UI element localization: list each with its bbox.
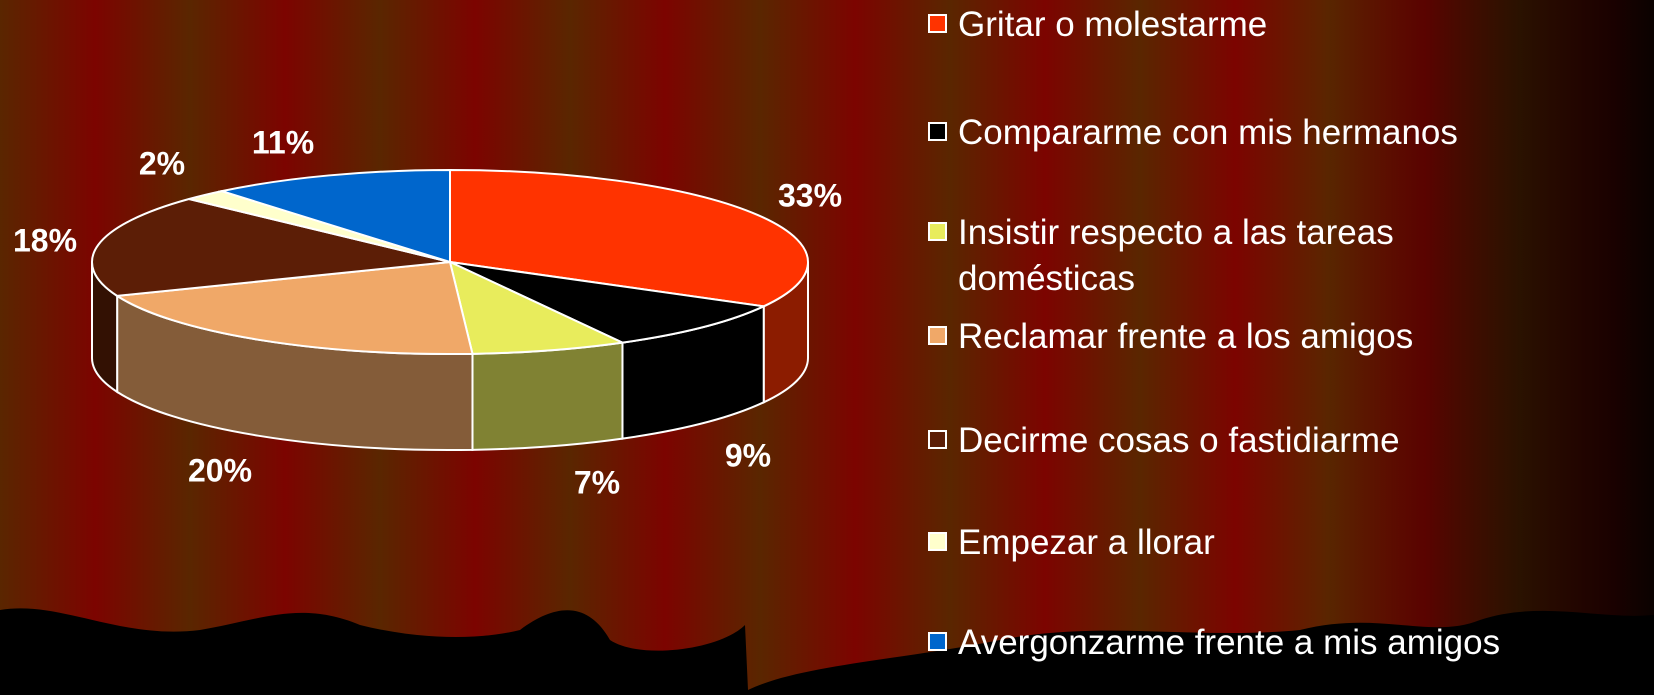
pie: 33% 9% 7% 20% 18% 2% 11% [13,124,842,500]
legend-swatch [928,430,947,449]
slice-side [472,343,622,450]
legend-swatch [928,326,947,345]
legend-item: Empezar a llorar [958,520,1558,566]
legend-item: Gritar o molestarme [958,2,1558,48]
legend-label: Empezar a llorar [958,523,1215,562]
data-label: 11% [252,124,314,160]
data-label: 7% [574,464,620,500]
legend-label: Avergonzarme frente a mis amigos [958,623,1500,662]
legend-label: Compararme con mis hermanos [958,113,1458,152]
legend-item: Decirme cosas o fastidiarme [958,418,1558,464]
data-label: 20% [188,452,252,488]
slide: 33% 9% 7% 20% 18% 2% 11% Gritar o molestarme Co… [0,0,1654,695]
legend-swatch [928,532,947,551]
legend-swatch [928,222,947,241]
legend-item: Reclamar frente a los amigos [958,314,1558,360]
data-label: 18% [13,222,77,258]
legend-label: Reclamar frente a los amigos [958,317,1413,356]
legend-swatch [928,14,947,33]
data-label: 33% [778,177,842,213]
legend-label: Insistir respecto a las tareas doméstica… [958,213,1394,298]
data-label: 2% [139,145,185,181]
legend-item: Insistir respecto a las tareas doméstica… [958,210,1558,302]
legend-label: Decirme cosas o fastidiarme [958,421,1400,460]
legend-swatch [928,632,947,651]
legend-label: Gritar o molestarme [958,5,1267,44]
legend-swatch [928,122,947,141]
data-label: 9% [725,437,771,473]
legend-item: Avergonzarme frente a mis amigos [958,620,1558,666]
legend-item: Compararme con mis hermanos [958,110,1558,156]
